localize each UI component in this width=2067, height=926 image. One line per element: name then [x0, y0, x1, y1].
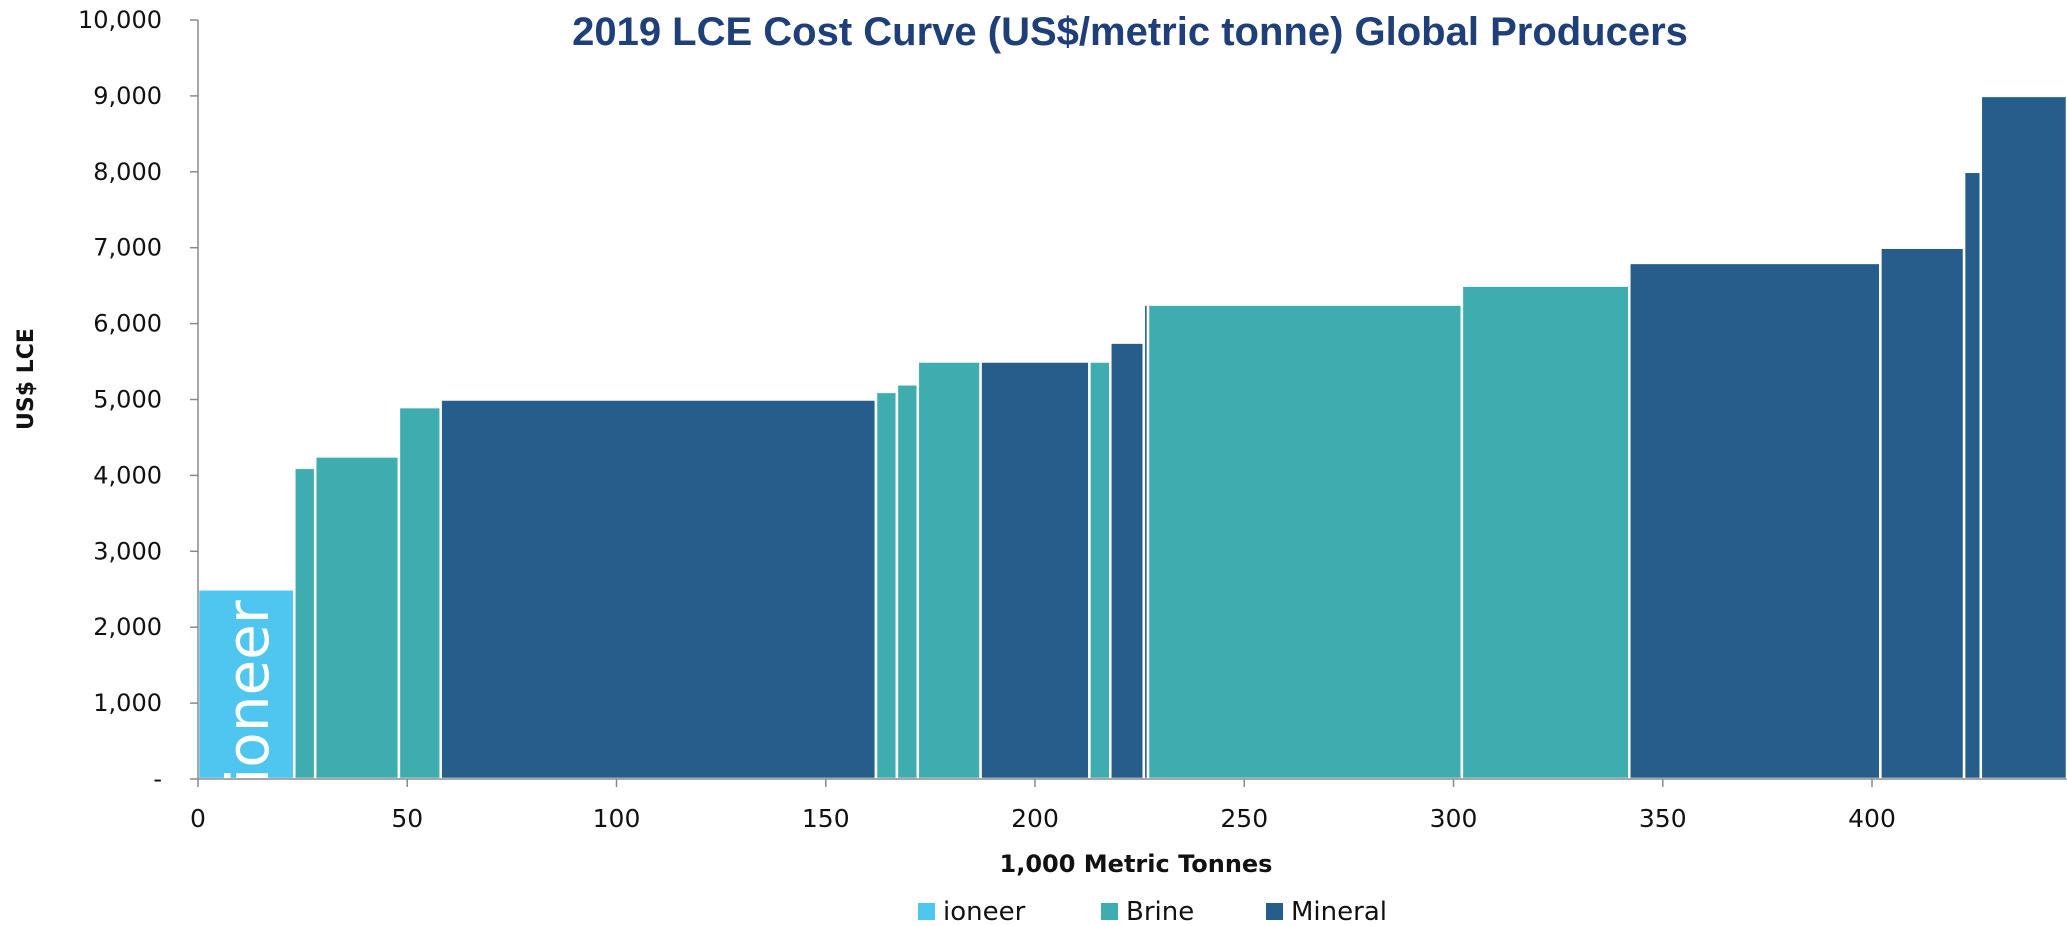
bar-mineral-10 — [1109, 341, 1146, 781]
x-tick-label-5: 250 — [1220, 804, 1268, 833]
bar-brine-9 — [1088, 360, 1112, 781]
bar-mineral-15 — [1879, 246, 1966, 781]
y-axis-label: US$ LCE — [14, 328, 39, 430]
x-tick-label-2: 100 — [593, 804, 641, 833]
y-tick-label-1: 1,000 — [93, 689, 162, 717]
bar-brine-2 — [313, 455, 401, 781]
x-tick-label-3: 150 — [802, 804, 850, 833]
y-tick-label-5: 5,000 — [93, 386, 162, 414]
y-tick-label-9: 9,000 — [93, 82, 162, 110]
bar-mineral-16 — [1962, 170, 1983, 781]
x-axis: 0 50 100 150 200 250 300 350 400 — [190, 778, 2067, 833]
bar-brine-12 — [1146, 303, 1464, 781]
x-tick-label-0: 0 — [190, 804, 206, 833]
y-tick-label-3: 3,000 — [93, 537, 162, 565]
legend-label-brine: Brine — [1126, 897, 1194, 926]
y-axis: - 1,000 2,000 3,000 4,000 5,000 6,000 7,000 8,00… — [78, 6, 199, 793]
x-tick-label-7: 350 — [1639, 804, 1687, 833]
y-tick-label-6: 6,000 — [93, 310, 162, 338]
bar-brine-1 — [293, 466, 317, 781]
bar-brine-6 — [895, 383, 920, 781]
bar-mineral-14 — [1628, 261, 1882, 781]
legend-swatch-ioneer — [918, 903, 935, 920]
bar-mineral-17 — [1979, 94, 2067, 781]
bar-mineral-4 — [439, 398, 878, 781]
x-tick-label-4: 200 — [1011, 804, 1059, 833]
y-tick-label-8: 8,000 — [93, 158, 162, 186]
x-tick-label-6: 300 — [1430, 804, 1478, 833]
y-tick-label-0: - — [153, 765, 162, 793]
bar-brine-7 — [916, 360, 982, 781]
y-tick-label-10: 10,000 — [78, 6, 162, 34]
bar-ioneer-0 — [196, 588, 296, 781]
legend-swatch-brine — [1101, 903, 1118, 920]
bar-brine-13 — [1460, 284, 1631, 781]
y-tick-label-2: 2,000 — [93, 613, 162, 641]
legend-swatch-mineral — [1266, 903, 1283, 920]
legend-label-ioneer: ioneer — [943, 897, 1026, 926]
y-tick-label-7: 7,000 — [93, 234, 162, 262]
bar-brine-3 — [397, 405, 443, 781]
bar-label-ioneer: ioneer — [214, 600, 282, 784]
x-axis-label: 1,000 Metric Tonnes — [1000, 850, 1273, 878]
chart-title: 2019 LCE Cost Curve (US$/metric tonne) G… — [572, 10, 1688, 54]
bar-brine-5 — [874, 390, 899, 781]
x-tick-label-8: 400 — [1848, 804, 1896, 833]
bar-mineral-8 — [979, 360, 1091, 781]
x-tick-label-1: 50 — [391, 804, 423, 833]
bars-group: ioneer — [196, 94, 2067, 784]
y-tick-label-4: 4,000 — [93, 461, 162, 489]
legend: ioneer Brine Mineral — [918, 897, 1387, 926]
legend-label-mineral: Mineral — [1291, 897, 1387, 926]
